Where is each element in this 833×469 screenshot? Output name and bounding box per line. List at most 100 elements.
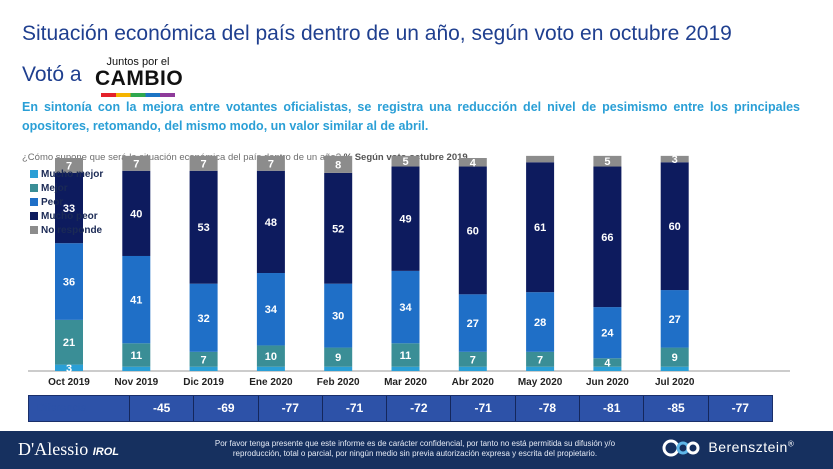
data-label: 61	[534, 222, 546, 234]
data-label: 32	[197, 313, 209, 325]
registered-mark: ®	[787, 439, 795, 449]
bar-segment	[55, 158, 83, 173]
data-label: 7	[201, 158, 207, 170]
juntos-por-el-cambio-logo: Juntos por el CAMBIO	[95, 56, 184, 97]
question-text: ¿Cómo supone que será la situación econó…	[22, 152, 341, 163]
bar-segment	[593, 358, 622, 367]
x-tick-label: May 2020	[518, 377, 563, 388]
data-label: 11	[400, 350, 412, 362]
data-label: 48	[265, 217, 277, 229]
data-label: 7	[537, 354, 543, 366]
difference-cell: -81	[579, 396, 643, 421]
legend-swatch	[30, 226, 38, 234]
bar-segment	[593, 155, 622, 167]
bar-segment	[526, 155, 555, 163]
data-label: 24	[601, 328, 614, 340]
bar-segment	[256, 155, 285, 171]
bar-segment	[458, 366, 487, 371]
x-tick-label: Mar 2020	[384, 377, 427, 388]
footer: D'Alessio IROL Por favor tenga presente …	[0, 431, 833, 469]
bar-segment	[324, 172, 353, 284]
confidential-notice: Por favor tenga presente que este inform…	[214, 439, 616, 458]
data-label: 34	[265, 304, 278, 316]
data-label: 33	[63, 203, 75, 215]
data-label: 34	[399, 302, 412, 314]
difference-cell: -71	[450, 396, 514, 421]
legend-label: Peor	[41, 197, 63, 208]
difference-cell: -77	[707, 396, 772, 421]
data-label: 4	[470, 157, 477, 169]
x-tick-label: Abr 2020	[452, 377, 495, 388]
x-tick-label: Feb 2020	[317, 377, 360, 388]
difference-cell: -45	[129, 396, 193, 421]
page-title: Situación económica del país dentro de u…	[22, 22, 732, 45]
berensztein-logo: Berensztein®	[662, 439, 794, 457]
difference-row: Diferencia -45 -69 -77 -71 -72 -71 -78 -…	[28, 395, 773, 422]
data-label: 9	[335, 352, 341, 364]
data-label: 66	[601, 232, 613, 244]
logo-line2: CAMBIO	[95, 67, 184, 90]
data-label: 7	[66, 160, 72, 172]
data-label: 4	[604, 357, 611, 369]
legend-label: Mucho peor	[41, 211, 98, 222]
bar-segment	[55, 243, 83, 320]
bar-segment	[122, 255, 151, 344]
difference-cell: -85	[643, 396, 707, 421]
legend-swatch	[30, 198, 38, 206]
bar-segment	[458, 351, 487, 367]
bar-segment	[526, 292, 555, 352]
legend-label: Mejor	[41, 183, 68, 194]
bar-segment	[189, 366, 218, 371]
difference-cell: -71	[321, 396, 386, 421]
bar-segment	[593, 166, 622, 308]
logo-color-bar	[101, 93, 175, 97]
bar-segment	[189, 283, 218, 352]
logo-line1: Juntos por el	[106, 56, 170, 68]
dalessio-logo: D'Alessio IROL	[18, 439, 119, 460]
bar-segment	[324, 366, 353, 371]
data-label: 60	[669, 221, 681, 233]
bar-segment	[660, 155, 689, 163]
data-label: 27	[669, 314, 681, 326]
bar-segment	[458, 294, 487, 352]
data-label: 49	[399, 214, 411, 226]
bar-segment	[122, 170, 151, 256]
x-tick-label: Nov 2019	[114, 377, 158, 388]
bar-segment	[189, 170, 218, 284]
difference-cell: -77	[257, 396, 322, 421]
data-label: 3	[66, 363, 72, 375]
bar-segment	[189, 351, 218, 367]
bar-segment	[391, 155, 420, 167]
legend-swatch	[30, 212, 38, 220]
x-tick-label: Jun 2020	[586, 377, 629, 388]
bar-segment	[256, 170, 285, 274]
bar-segment	[660, 290, 689, 348]
bar-segment	[660, 347, 689, 367]
data-label: 7	[201, 354, 207, 366]
bar-segment	[391, 270, 420, 344]
berensztein-name: Berensztein	[708, 439, 788, 455]
data-label: 7	[133, 158, 139, 170]
data-label: 28	[534, 317, 546, 329]
bar-segment	[526, 366, 555, 371]
data-label: 7	[268, 158, 274, 170]
bar-segment	[122, 343, 151, 367]
bar-segment	[55, 364, 83, 371]
legend-swatch	[30, 170, 38, 178]
bar-segment	[256, 366, 285, 371]
data-label: 60	[467, 225, 479, 237]
data-label: 30	[332, 311, 344, 323]
data-label: 9	[672, 352, 678, 364]
data-label: 3	[672, 154, 678, 166]
data-label: 21	[63, 337, 75, 349]
data-label: 10	[265, 351, 277, 363]
data-label: 5	[604, 156, 610, 168]
bar-segment	[122, 155, 151, 171]
data-label: 53	[197, 222, 209, 234]
data-label: 40	[130, 208, 142, 220]
bar-segment	[391, 166, 420, 271]
difference-cell: -72	[386, 396, 450, 421]
bar-segment	[189, 155, 218, 171]
bar-segment	[593, 307, 622, 359]
